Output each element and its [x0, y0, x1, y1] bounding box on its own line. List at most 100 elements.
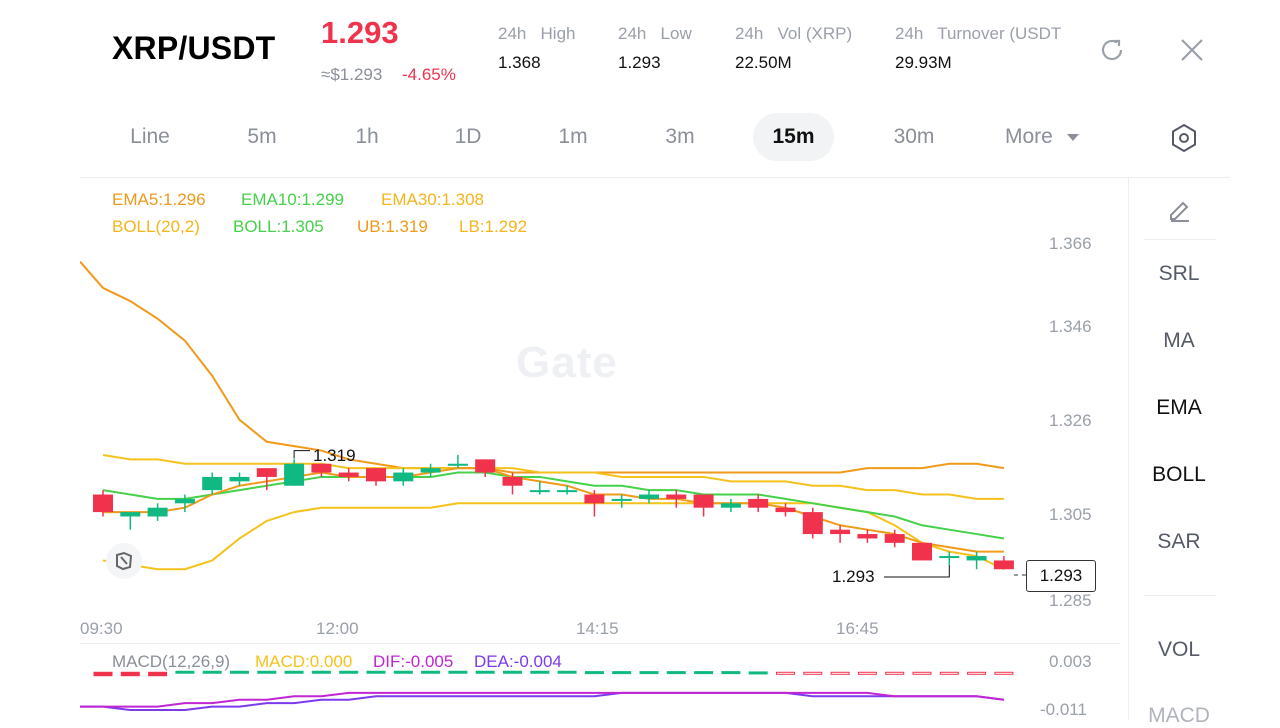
macd-value: MACD:0.000 [255, 652, 353, 671]
indicator-srl[interactable]: SRL [1158, 262, 1200, 285]
macd-bar [994, 671, 1014, 675]
candle-body [147, 507, 168, 517]
y-axis-label: 1.346 [1049, 317, 1092, 336]
y-axis-label: 1.366 [1049, 234, 1092, 253]
indicator-macd[interactable]: MACD [1148, 704, 1210, 727]
candle-body [256, 468, 277, 477]
candle-body [475, 459, 496, 473]
ema5-line [103, 467, 1004, 553]
macd-bar [393, 670, 413, 674]
candle-body [611, 498, 632, 501]
indicator-vol[interactable]: VOL [1157, 638, 1201, 661]
macd-bar [830, 671, 850, 675]
macd-divider [80, 643, 1120, 644]
stat-vol-label: 24h Vol (XRP) [735, 24, 853, 43]
close-icon[interactable] [1177, 35, 1207, 65]
candle-body [639, 494, 659, 499]
macd-bar [120, 671, 140, 677]
usd-price: ≈$1.293 [321, 65, 383, 84]
candle-body [802, 512, 823, 535]
settings-hexagon-icon[interactable] [1170, 123, 1198, 153]
right-panel-divider [1128, 178, 1129, 720]
boll-ub-line-lead [80, 260, 104, 289]
candle-body [284, 463, 305, 486]
macd-bar [967, 671, 987, 675]
stat-low-value: 1.293 [618, 53, 661, 72]
pair-title[interactable]: XRP/USDT [112, 30, 276, 66]
tab-15m[interactable]: 15m [753, 113, 834, 161]
candle-body [775, 507, 796, 513]
ema5-label: EMA5:1.296 [112, 190, 206, 209]
y-axis-label: 1.305 [1049, 505, 1092, 524]
low-marker: 1.293 [832, 567, 875, 586]
ema10-line [102, 471, 1005, 540]
candle-body [884, 534, 905, 543]
candle-body [720, 503, 741, 508]
indicator-ma[interactable]: MA [1163, 329, 1195, 352]
dif-value: DIF:-0.005 [373, 652, 454, 671]
panel-divider [1144, 239, 1216, 240]
candle-body [447, 463, 468, 466]
macd-bar [202, 670, 222, 674]
candle-body [912, 542, 932, 561]
stat-low-label: 24h Low [618, 24, 692, 43]
macd-bar [311, 670, 331, 674]
ema30-line [102, 453, 1004, 500]
price-change: -4.65% [402, 65, 456, 84]
macd-bar [776, 671, 795, 675]
reset-view-icon[interactable] [106, 543, 142, 579]
macd-bar [939, 671, 959, 675]
gate-watermark: Gate [516, 338, 618, 387]
candle-body [584, 494, 605, 504]
macd-bar [694, 671, 714, 675]
macd-bar [721, 671, 741, 675]
boll-label: BOLL:1.305 [233, 217, 324, 236]
candle-body [502, 476, 523, 486]
high-marker: 1.319 [313, 446, 356, 465]
boll-ub-line [102, 287, 1005, 474]
indicator-sar[interactable]: SAR [1157, 530, 1201, 553]
indicator-ema[interactable]: EMA [1156, 396, 1202, 419]
macd-bar [175, 670, 195, 674]
ema10-label: EMA10:1.299 [241, 190, 345, 209]
candle-body [939, 556, 960, 559]
indicator-boll[interactable]: BOLL [1152, 463, 1206, 486]
macd-bar [857, 671, 877, 675]
candle-body [830, 529, 851, 535]
tab-30m[interactable]: 30m [893, 125, 935, 148]
stat-turnover-value: 29.93M [895, 53, 952, 72]
tab-1d[interactable]: 1D [454, 125, 482, 148]
boll-params-label: BOLL(20,2) [112, 217, 200, 236]
tab-3m[interactable]: 3m [665, 125, 695, 148]
stat-vol-value: 22.50M [735, 53, 792, 72]
candle-body [120, 512, 141, 517]
macd-axis-label: -0.011 [1040, 700, 1087, 719]
high-marker-line [293, 450, 310, 459]
x-axis-label: 14:15 [576, 619, 619, 638]
dif-line [80, 691, 1005, 708]
y-axis-label: 1.285 [1049, 591, 1092, 610]
pencil-icon[interactable] [1165, 195, 1195, 225]
macd-bar [912, 671, 932, 675]
tab-more[interactable]: More [1005, 113, 1095, 161]
tab-5m[interactable]: 5m [247, 125, 277, 148]
last-price: 1.293 [321, 15, 399, 50]
macd-bar [666, 671, 686, 675]
macd-title: MACD(12,26,9) [112, 652, 231, 671]
macd-bar [612, 671, 632, 675]
x-axis-label: 09:30 [80, 619, 123, 638]
plot-area [80, 260, 1014, 578]
macd-bar [230, 670, 249, 674]
tab-line[interactable]: Line [130, 125, 170, 148]
tab-1m[interactable]: 1m [558, 125, 588, 148]
tab-1h[interactable]: 1h [355, 125, 379, 148]
x-axis-label: 12:00 [316, 619, 359, 638]
rotate-icon[interactable] [1097, 35, 1127, 65]
candle-body [529, 490, 550, 493]
candle-body [366, 468, 386, 482]
macd-bar [803, 671, 823, 675]
macd-bar [148, 671, 168, 677]
candle-body [393, 472, 414, 482]
low-marker-line [884, 565, 950, 578]
